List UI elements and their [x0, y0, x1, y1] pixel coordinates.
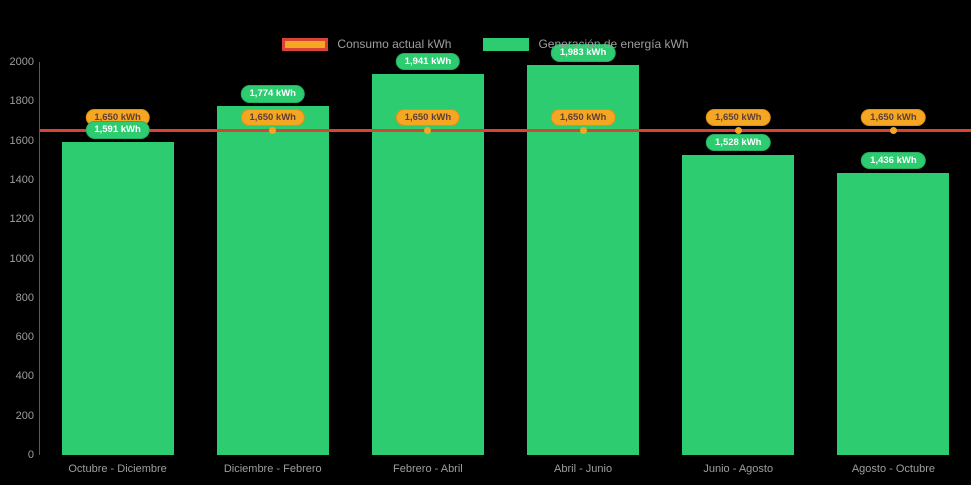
y-axis-line — [39, 62, 40, 455]
bar-generacion[interactable] — [216, 106, 329, 455]
legend-item-generacion[interactable]: Generación de energía kWh — [483, 37, 689, 51]
bar-generacion[interactable] — [371, 73, 484, 455]
line-value-badge: 1,650 kWh — [240, 108, 305, 127]
y-tick-label: 1600 — [9, 134, 34, 147]
line-marker-dot[interactable] — [424, 127, 432, 135]
y-tick-label: 0 — [27, 449, 34, 461]
x-axis-label: Diciembre - Febrero — [223, 463, 322, 475]
y-tick-label: 800 — [15, 291, 34, 304]
bar-value-badge: 1,436 kWh — [861, 151, 926, 170]
legend-label-generacion: Generación de energía kWh — [538, 37, 689, 51]
y-tick-label: 1400 — [9, 173, 34, 186]
bar-value-badge: 1,983 kWh — [550, 44, 616, 62]
line-value-badge: 1,650 kWh — [395, 108, 461, 127]
x-axis-label: Junio - Agosto — [703, 463, 774, 475]
x-axis-label: Octubre - Diciembre — [68, 463, 167, 475]
bar-value-badge: 1,528 kWh — [706, 133, 771, 152]
line-value-badge: 1,650 kWh — [861, 108, 926, 127]
y-tick-label: 1800 — [9, 95, 34, 108]
x-axis-label: Abril - Junio — [554, 463, 613, 475]
y-tick-label: 400 — [15, 370, 34, 383]
line-marker-dot[interactable] — [734, 127, 742, 135]
y-tick-label: 600 — [15, 331, 34, 344]
y-tick-label: 2000 — [9, 56, 34, 68]
x-axis-label: Febrero - Abril — [393, 463, 463, 475]
consumption-line — [40, 129, 971, 133]
bar-value-badge: 1,591 kWh — [85, 121, 150, 139]
line-marker-dot[interactable] — [579, 127, 587, 135]
legend-swatch-consumo — [282, 37, 329, 51]
legend-label-consumo: Consumo actual kWh — [337, 37, 452, 51]
line-marker-dot[interactable] — [269, 127, 277, 135]
y-tick-label: 1000 — [9, 252, 34, 265]
y-tick-label: 1200 — [9, 213, 34, 226]
line-marker-dot[interactable] — [889, 127, 897, 135]
legend-swatch-generacion — [483, 37, 530, 51]
chart-legend: Consumo actual kWh Generación de energía … — [0, 37, 971, 51]
bar-generacion[interactable] — [682, 154, 795, 455]
bar-generacion[interactable] — [61, 142, 174, 455]
bar-generacion[interactable] — [837, 172, 950, 455]
legend-item-consumo[interactable]: Consumo actual kWh — [282, 37, 451, 51]
x-axis-label: Agosto - Octubre — [851, 463, 935, 475]
bar-value-badge: 1,774 kWh — [240, 85, 305, 103]
line-value-badge: 1,650 kWh — [550, 108, 616, 127]
line-value-badge: 1,650 kWh — [706, 108, 771, 127]
bar-value-badge: 1,941 kWh — [395, 52, 461, 71]
y-tick-label: 200 — [15, 409, 34, 422]
